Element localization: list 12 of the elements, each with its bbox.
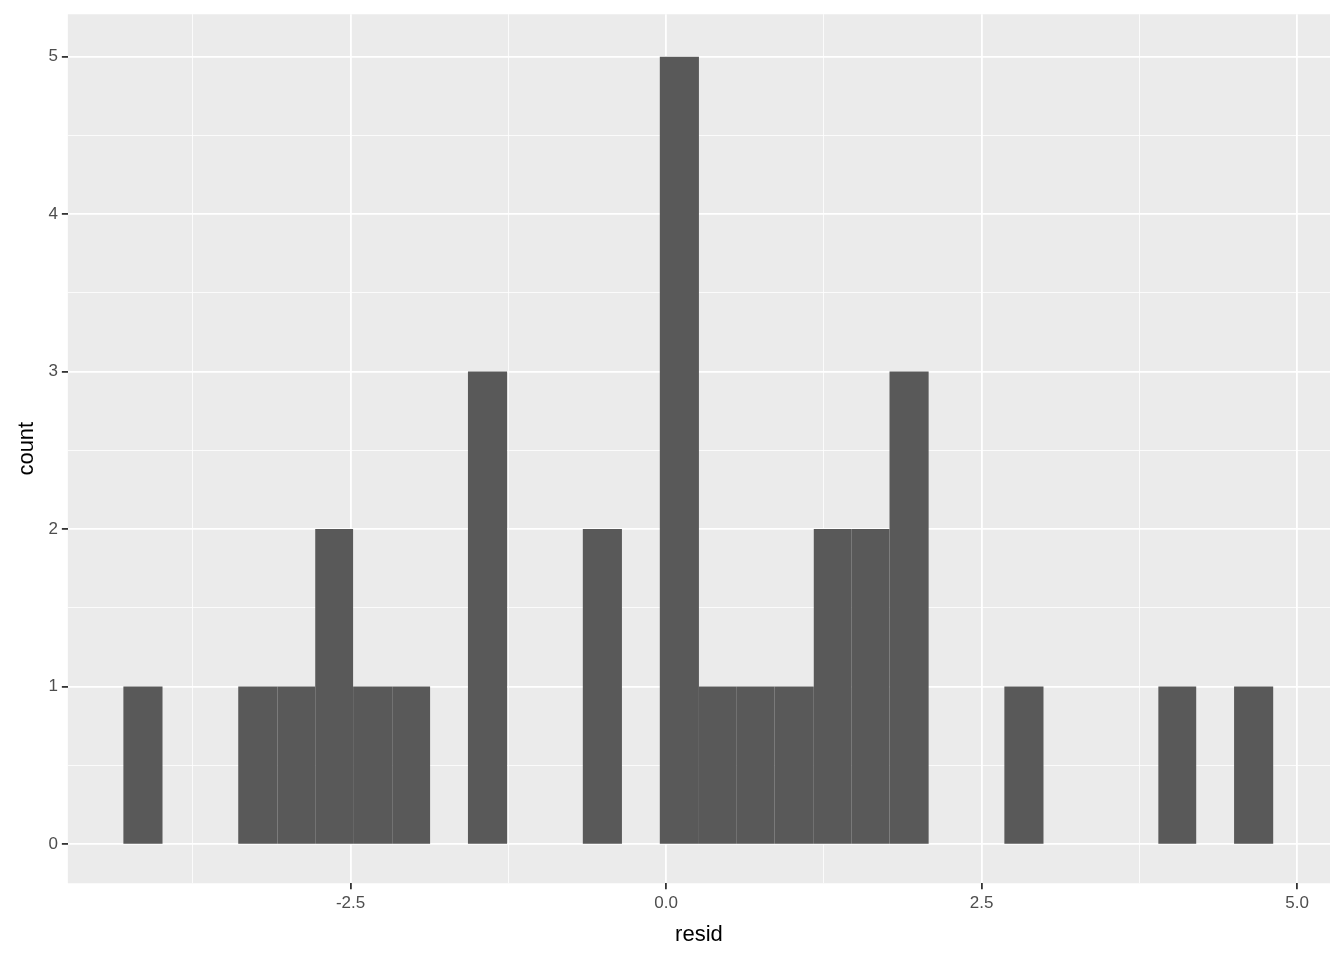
x-tick-label: -2.5 bbox=[335, 893, 366, 913]
x-axis-title: resid bbox=[675, 920, 723, 946]
y-axis-title: count bbox=[13, 421, 39, 476]
y-tick-label: 2 bbox=[48, 518, 58, 538]
y-tick-label: 3 bbox=[48, 361, 58, 381]
x-tick-label: 0.0 bbox=[654, 893, 678, 913]
x-tick-label: 5.0 bbox=[1285, 893, 1309, 913]
y-tick-label: 5 bbox=[48, 46, 58, 66]
y-tick-label: 0 bbox=[48, 833, 58, 853]
y-tick-label: 4 bbox=[48, 203, 58, 223]
y-tick-label: 1 bbox=[48, 676, 58, 696]
x-tick-label: 2.5 bbox=[969, 893, 994, 913]
